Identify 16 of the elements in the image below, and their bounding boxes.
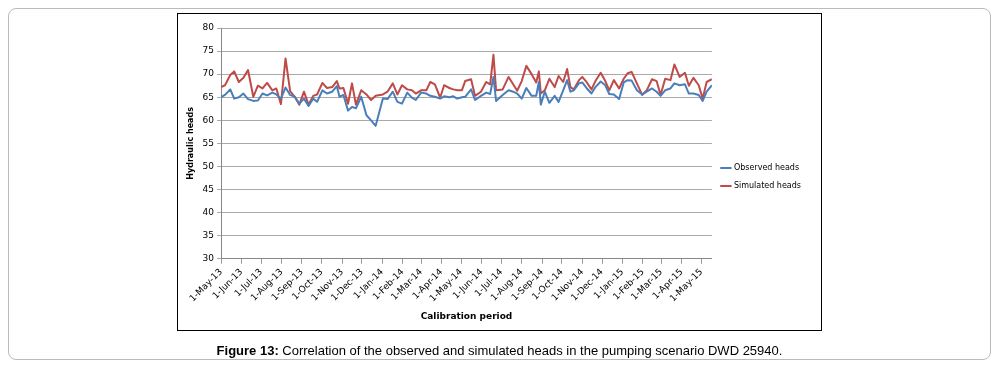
y-tick-label: 60 bbox=[202, 114, 215, 125]
y-tick-label: 35 bbox=[202, 230, 215, 241]
y-tick-label: 75 bbox=[202, 45, 215, 56]
y-tick-label: 70 bbox=[202, 68, 215, 79]
caption: Figure 13: Correlation of the observed and simulated heads in the pumping scenario DWD 25940. bbox=[216, 343, 783, 358]
y-tick-label: 45 bbox=[202, 183, 215, 194]
legend-label: Simulated heads bbox=[733, 181, 801, 191]
y-tick-label: 55 bbox=[202, 137, 215, 148]
y-axis-title: Hydraulic heads bbox=[185, 106, 195, 180]
y-tick-label: 80 bbox=[202, 22, 215, 33]
y-tick-label: 40 bbox=[202, 206, 215, 217]
legend-label: Observed heads bbox=[733, 163, 800, 173]
y-tick-label: 65 bbox=[202, 91, 215, 102]
y-tick-label: 50 bbox=[202, 160, 215, 171]
y-tick-label: 30 bbox=[202, 253, 215, 264]
x-axis-title: Calibration period bbox=[420, 310, 513, 321]
